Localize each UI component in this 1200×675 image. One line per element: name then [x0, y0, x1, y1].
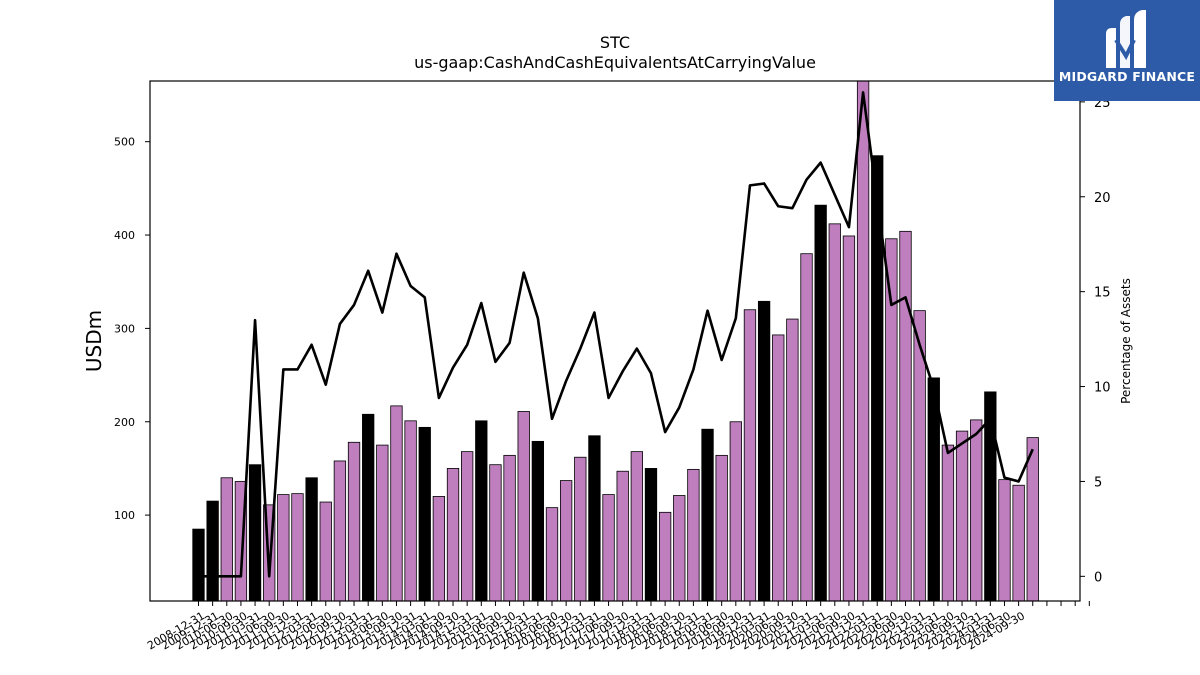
bar-2013-12-31	[475, 420, 488, 602]
bar-2016-12-31	[644, 468, 658, 602]
bar-2019-09-30	[800, 253, 813, 602]
bar-2009-06-30	[220, 477, 233, 602]
y2-tick-label: 5	[1094, 475, 1102, 490]
bar-2016-09-30	[630, 451, 643, 602]
plot-frame	[149, 80, 1081, 602]
y-tick-label: 200	[114, 416, 135, 429]
bar-2022-03-31	[941, 444, 955, 602]
logo-text: MIDGARD FINANCE	[1058, 69, 1196, 84]
bar-2018-12-31	[757, 300, 771, 602]
y2-tick-label: 0	[1094, 570, 1102, 585]
bar-2015-06-30	[559, 480, 573, 602]
bar-2020-09-30	[856, 80, 870, 602]
bar-2021-03-31	[885, 238, 898, 602]
bar-2011-03-31	[319, 501, 332, 602]
bar-2013-09-30	[461, 451, 474, 602]
bar-2018-06-30	[729, 421, 742, 602]
bar-2011-09-30	[347, 441, 361, 602]
bar-2017-09-30	[687, 468, 700, 602]
bar-2016-06-30	[616, 470, 629, 602]
bar-series	[192, 80, 1039, 602]
y2-tick-label: 10	[1094, 381, 1111, 396]
bar-2009-03-31	[206, 500, 219, 602]
bar-2014-06-30	[503, 454, 516, 602]
bar-2011-06-30	[333, 460, 347, 602]
y-axis-left: 100 200 300 400 500	[114, 136, 150, 522]
bar-2023-06-30	[1012, 484, 1025, 602]
y2-axis-label: Percentage of Assets	[1119, 278, 1133, 404]
bar-2017-06-30	[673, 495, 686, 602]
bar-2012-03-31	[376, 444, 389, 602]
bar-2019-06-30	[786, 318, 799, 602]
bar-2013-06-30	[446, 468, 460, 602]
y-tick-label: 100	[114, 509, 135, 522]
midgard-m-logo-icon	[1106, 10, 1146, 68]
bar-2020-06-30	[842, 235, 856, 602]
y-axis-label: USDm	[82, 310, 106, 372]
bar-2015-03-31	[545, 507, 559, 602]
bar-2022-06-30	[955, 430, 969, 602]
bar-2009-12-31	[248, 464, 262, 602]
bar-2016-03-31	[602, 494, 615, 602]
x-axis: 2008-12-312009-12-312010-06-302010-09-30…	[145, 601, 1090, 652]
bar-2017-03-31	[658, 511, 672, 602]
y-tick-label: 500	[114, 136, 135, 149]
bar-2010-12-31	[305, 477, 318, 602]
bar-2008-12-31	[192, 528, 205, 602]
y-tick-label: 400	[114, 229, 135, 242]
bar-2023-09-30	[1026, 437, 1039, 602]
bar-2014-12-31	[531, 440, 545, 602]
chart-subtitle: us-gaap:CashAndCashEquivalentsAtCarrying…	[414, 53, 816, 72]
bar-2014-03-31	[489, 464, 502, 602]
chart-title: STC	[599, 33, 631, 52]
y2-tick-label: 15	[1094, 286, 1111, 301]
percentage-line	[198, 91, 1034, 578]
bar-2010-06-30	[277, 494, 290, 602]
bar-2013-03-31	[432, 496, 446, 602]
percentage-line-series	[198, 91, 1034, 578]
y2-tick-label: 20	[1094, 191, 1111, 206]
bar-2017-12-31	[701, 428, 714, 602]
bar-2015-09-30	[574, 456, 587, 602]
bar-2011-12-31	[362, 413, 375, 602]
bar-2012-06-30	[390, 405, 403, 602]
bar-2018-03-31	[715, 454, 728, 602]
bar-2018-09-30	[743, 309, 757, 602]
bar-2022-09-30	[970, 419, 983, 602]
y-tick-label: 300	[114, 322, 135, 335]
bar-2019-03-31	[772, 334, 785, 602]
bar-2012-12-31	[418, 426, 431, 602]
bar-2021-06-30	[899, 230, 912, 602]
bar-2014-09-30	[517, 411, 530, 602]
bar-2012-09-30	[404, 420, 417, 602]
midgard-finance-logo: MIDGARD FINANCE	[1054, 0, 1200, 101]
bar-2010-09-30	[291, 493, 304, 602]
bar-2019-12-31	[814, 204, 827, 602]
bar-2023-03-31	[998, 479, 1011, 602]
bar-2020-03-31	[828, 223, 841, 602]
bar-2015-12-31	[588, 435, 601, 602]
